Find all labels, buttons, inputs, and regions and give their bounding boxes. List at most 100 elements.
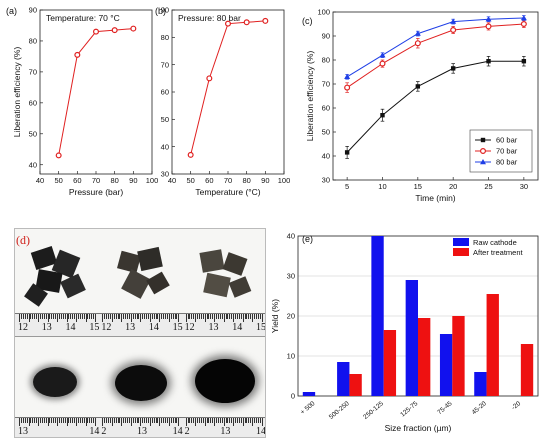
ruler-tick: [136, 314, 138, 319]
ruler-tick: [217, 314, 219, 319]
chart-a-y-tick-label: 50: [29, 129, 37, 138]
ruler-tick: [138, 314, 140, 319]
ruler-tick: [235, 418, 237, 423]
ruler-top: 12 13 14 15 12 13 14 15 12 13 14 15: [15, 313, 265, 337]
chart-c-data-point: [380, 113, 385, 118]
chart-c-x-tick-label: 5: [345, 182, 349, 191]
ruler-tick: [91, 418, 93, 423]
chart-c-legend-marker: [480, 137, 486, 143]
chart-e-x-axis-label: Size fraction (µm): [385, 423, 452, 433]
chart-e-x-tick-label: 500-250: [328, 400, 351, 421]
ruler-tick: [134, 314, 136, 319]
ruler-tick: [41, 314, 43, 319]
ruler-tick: [176, 418, 178, 423]
ruler-tick: [242, 418, 244, 426]
chart-c-x-tick-label: 15: [414, 182, 422, 191]
ruler-tick: [242, 314, 244, 322]
ruler-tick: [130, 418, 132, 426]
ruler-tick: [55, 418, 57, 423]
ruler-tick: [233, 314, 235, 322]
ruler-tick: [128, 314, 130, 319]
ruler-tick: [93, 314, 95, 319]
chart-b-data-point: [187, 151, 194, 158]
ruler-tick: [45, 418, 47, 423]
chart-b-data-point: [262, 17, 269, 24]
chart-a-x-tick-label: 40: [36, 176, 44, 185]
chart-c-data-point: [344, 84, 351, 91]
ruler-tick: [111, 314, 113, 322]
ruler-tick: [200, 418, 202, 423]
ruler-tick: [250, 418, 252, 423]
panel-label-b: (b): [155, 6, 166, 16]
chart-c-y-axis-label: Liberation efficiency (%): [305, 51, 315, 142]
chart-c-data-point: [450, 66, 456, 71]
ruler-tick: [28, 418, 30, 426]
ruler-tick: [144, 314, 146, 319]
ruler-tick: [32, 314, 34, 319]
chart-e-bar-raw: [439, 334, 453, 396]
ruler-tick: [39, 314, 41, 319]
ruler-tick: [77, 314, 79, 319]
ruler-tick: [53, 418, 55, 423]
chart-a-series-0-line: [58, 28, 134, 156]
panel-label-c: (c): [302, 16, 313, 26]
ruler-tick: [19, 314, 20, 322]
black-mass-powder-2: [99, 337, 182, 437]
ruler-tick: [45, 314, 47, 319]
ruler-tick: [72, 314, 74, 319]
ruler-tick: [26, 418, 28, 423]
chart-c-data-point: [414, 40, 421, 47]
chart-b-x-axis-label: Temperature (°C): [195, 187, 260, 197]
ruler-tick: [119, 418, 121, 423]
ruler-tick: [223, 418, 225, 426]
ruler-tick: [57, 314, 58, 322]
ruler-tick: [250, 314, 252, 319]
ruler-number: 15: [172, 322, 183, 333]
ruler-tick: [191, 314, 193, 319]
ruler-tick: [43, 314, 45, 319]
chart-e-legend-swatch: [453, 248, 469, 256]
chart-b-annotation: Pressure: 80 bar: [178, 13, 241, 23]
chart-e-bar-raw: [371, 236, 384, 396]
ruler-tick: [212, 418, 214, 423]
ruler-tick: [22, 314, 24, 319]
chart-b-x-tick-label: 90: [261, 176, 269, 185]
chart-c-data-point: [485, 16, 492, 22]
ruler-tick: [146, 314, 148, 319]
ruler-tick: [85, 418, 87, 426]
chart-c-data-point: [414, 30, 421, 36]
chart-b-x-tick-label: 60: [205, 176, 213, 185]
chart-c-y-tick-label: 90: [322, 32, 330, 41]
chart-a-y-tick-label: 60: [29, 98, 37, 107]
ruler-tick: [159, 314, 161, 322]
chart-c-legend-label: 80 bar: [496, 158, 518, 167]
ruler-tick: [22, 418, 24, 423]
ruler-tick: [261, 314, 263, 322]
ruler-tick: [115, 418, 117, 423]
ruler-tick: [38, 418, 39, 426]
ruler-tick: [166, 418, 168, 423]
ruler-tick: [64, 418, 66, 423]
chart-e-bar-raw: [474, 372, 487, 396]
ruler-tick: [125, 418, 127, 423]
ruler-tick: [238, 418, 240, 423]
ruler-tick: [34, 314, 36, 319]
chart-a-y-tick-label: 40: [29, 160, 37, 169]
ruler-tick: [168, 314, 170, 322]
chart-c-data-point: [521, 59, 527, 64]
chart-c-y-tick-label: 80: [322, 56, 330, 65]
chart-e-x-tick-label: 125-75: [399, 400, 419, 419]
ruler-tick: [157, 418, 159, 423]
chart-c-data-point: [450, 18, 457, 24]
ruler-tick: [159, 418, 161, 426]
ruler-tick: [151, 314, 153, 319]
chart-c-data-point: [486, 59, 491, 64]
ruler-tick: [140, 418, 142, 426]
ruler-tick: [136, 418, 138, 423]
ruler-tick: [257, 314, 259, 319]
chart-c-data-point: [344, 73, 351, 79]
ruler-tick: [85, 314, 87, 322]
ruler-tick: [140, 314, 142, 322]
ruler-tick: [149, 418, 151, 426]
ruler-tick: [227, 418, 229, 423]
